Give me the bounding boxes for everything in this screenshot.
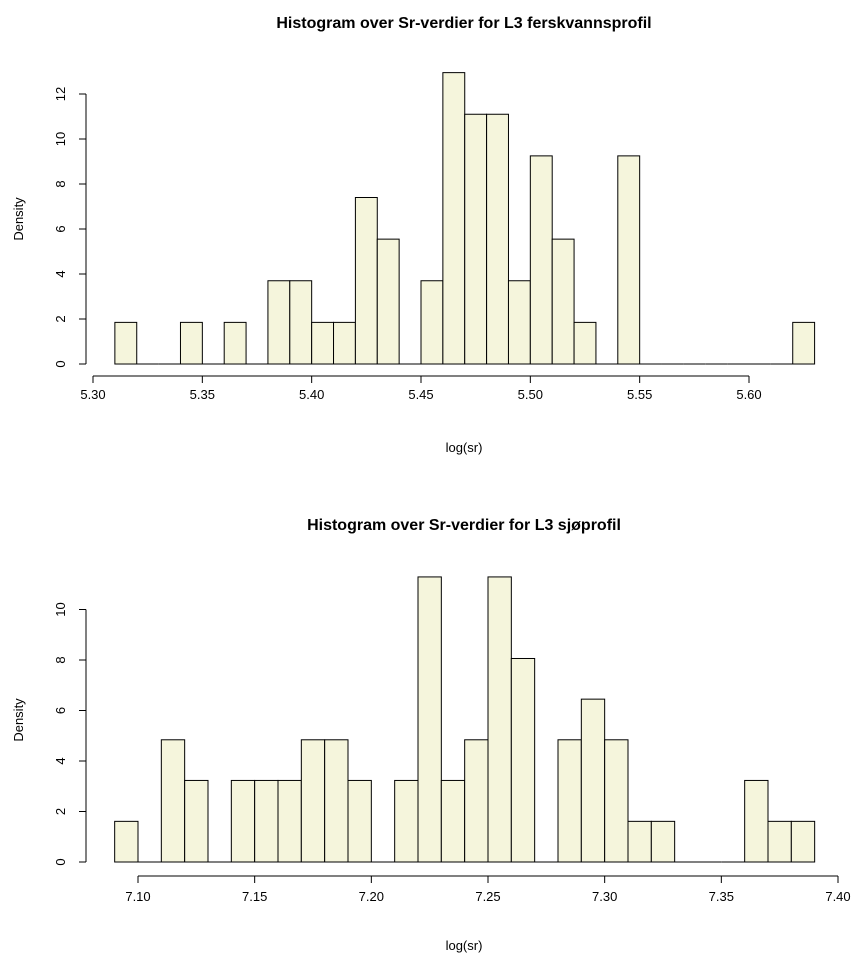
histogram-bar [650,820,676,863]
histogram-bar [333,321,356,365]
histogram-bar [767,820,792,863]
y-tick-label: 10 [53,132,68,146]
histogram-bar [551,238,575,365]
x-tick-label: 5.55 [627,387,652,402]
x-axis: 7.10 7.15 7.20 7.25 7.30 7.35 7.40 [125,875,851,904]
histogram-bar [442,72,466,365]
x-tick-label: 7.10 [125,889,150,904]
histogram-bar [792,321,816,365]
histogram-bar [507,280,531,365]
y-tick-label: 8 [53,656,68,663]
histogram-panel-sjo: Histogram over Sr-verdier for L3 sjøprof… [11,517,851,953]
histogram-bar [184,779,209,863]
histogram-panel-ferskvann: Histogram over Sr-verdier for L3 ferskva… [11,15,816,455]
x-tick-label: 7.20 [359,889,384,904]
histogram-bar [464,113,488,365]
bar-group [114,576,816,863]
histogram-bar [267,280,291,365]
histogram-bar [486,113,509,365]
histogram-bar [557,739,582,863]
x-axis: 5.30 5.35 5.40 5.45 5.50 5.55 5.60 [80,375,762,402]
y-tick-label: 6 [53,707,68,714]
histogram-bar [790,820,816,863]
histogram-bar [230,779,256,863]
y-axis: 0 2 4 6 8 10 [53,602,87,866]
x-tick-label: 5.40 [299,387,324,402]
histogram-bar [510,657,536,863]
histogram-bar [289,280,313,365]
y-tick-label: 12 [53,87,68,101]
x-tick-label: 5.35 [190,387,215,402]
histogram-bar [580,698,606,863]
histogram-bar [573,321,597,365]
histogram-bar [529,155,553,365]
histogram-bar [114,321,138,365]
histogram-bar [179,321,203,365]
x-axis-label: log(sr) [446,938,483,953]
histogram-bar [744,779,769,863]
y-axis-label: Density [11,197,26,241]
x-tick-label: 7.35 [709,889,734,904]
bar-group [114,72,816,365]
y-tick-label: 4 [53,757,68,764]
y-axis-label: Density [11,698,26,742]
histogram-bar [254,779,279,863]
y-tick-label: 6 [53,225,68,232]
y-tick-label: 0 [53,360,68,367]
y-tick-label: 8 [53,180,68,187]
y-tick-label: 2 [53,808,68,815]
chart-title: Histogram over Sr-verdier for L3 sjøprof… [307,517,621,534]
x-tick-label: 5.30 [80,387,105,402]
histogram-bar [324,739,349,863]
y-axis: 0 2 4 6 8 10 12 [53,87,87,368]
x-tick-label: 7.30 [592,889,617,904]
x-tick-label: 5.50 [518,387,543,402]
x-tick-label: 5.45 [408,387,433,402]
y-tick-label: 2 [53,315,68,322]
histogram-bar [354,197,378,365]
histogram-bar [604,739,629,863]
x-axis-label: log(sr) [446,440,483,455]
histogram-bar [440,779,466,863]
histogram-bar [394,779,419,863]
chart-title: Histogram over Sr-verdier for L3 ferskva… [276,15,651,32]
x-tick-label: 7.15 [242,889,267,904]
histogram-bar [223,321,247,365]
y-tick-label: 4 [53,270,68,277]
x-tick-label: 7.25 [475,889,500,904]
histogram-bar [487,576,512,863]
histogram-bar [627,820,652,863]
histogram-bar [464,739,489,863]
histogram-bar [420,280,444,365]
histogram-bar [617,155,641,365]
histogram-bar [417,576,442,863]
y-tick-label: 0 [53,858,68,865]
y-tick-label: 10 [53,602,68,616]
histogram-bar [311,321,335,365]
histogram-bar [347,779,372,863]
histogram-bar [160,739,186,863]
histogram-bar [114,820,139,863]
x-tick-label: 7.40 [825,889,850,904]
x-tick-label: 5.60 [736,387,761,402]
histogram-bar [300,739,326,863]
histogram-bar [277,779,302,863]
histogram-bar [376,238,400,365]
